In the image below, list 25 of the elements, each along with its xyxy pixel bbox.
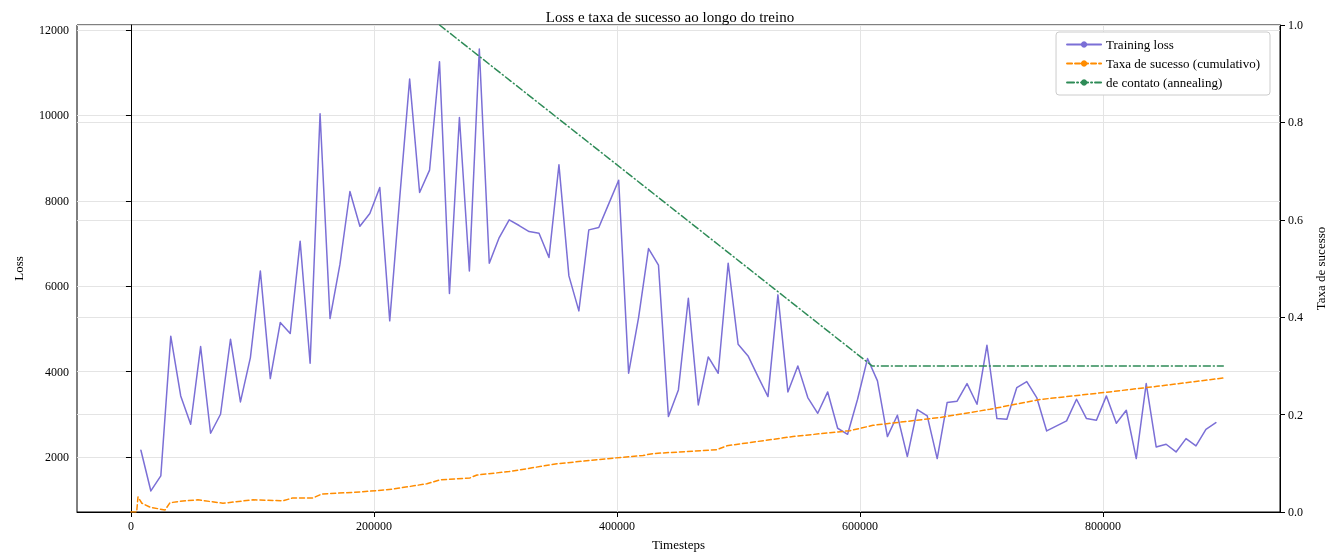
y2-tick-label: 0.4 — [1288, 310, 1303, 325]
y2-tick-label: 0.2 — [1288, 407, 1303, 422]
y-tick-label: 4000 — [45, 364, 69, 379]
x-tick-label: 200000 — [355, 519, 392, 533]
y2-tick-label: 1.0 — [1288, 18, 1303, 32]
x-tick-label: 600000 — [841, 519, 878, 533]
x-tick-label: 400000 — [598, 519, 635, 533]
y2-axis-title: Taxa de sucesso — [1313, 226, 1328, 311]
legend-label: Taxa de sucesso (cumulativo) — [1106, 56, 1261, 71]
y2-tick-label: 0.8 — [1288, 115, 1303, 130]
y-tick-label: 8000 — [45, 193, 69, 208]
y-tick-label: 2000 — [45, 449, 69, 464]
chart-title: Loss e taxa de sucesso ao longo do treino — [545, 8, 795, 25]
y2-tick-label: 0.6 — [1288, 212, 1303, 227]
y2-tick-label: 0.0 — [1288, 505, 1303, 519]
x-axis-title: Timesteps — [652, 537, 705, 552]
y-tick-label: 10000 — [39, 108, 69, 123]
legend-label: Training loss — [1106, 37, 1174, 52]
x-tick-label: 0 — [127, 519, 134, 533]
legend-label: de contato (annealing) — [1106, 75, 1223, 90]
y-tick-label: 12000 — [39, 23, 69, 38]
y-axis-title: Loss — [11, 256, 26, 281]
y-tick-label: 6000 — [45, 279, 69, 294]
line-series — [130, 377, 1224, 513]
x-tick-label: 800000 — [1084, 519, 1121, 533]
